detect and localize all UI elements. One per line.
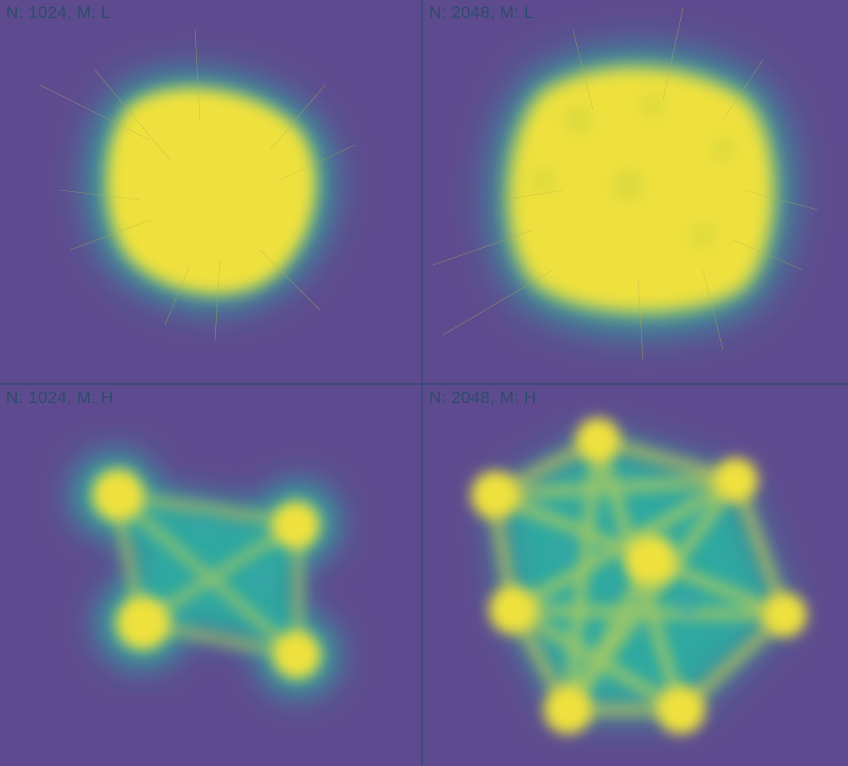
- cluster-node: [544, 686, 592, 734]
- density-clusters: [92, 469, 321, 679]
- panel-label: N: 1024, M: H: [6, 388, 114, 407]
- edge-lines: [432, 7, 819, 361]
- density-plot: [471, 418, 807, 734]
- panel-n2048-ml: N: 2048, M: L: [423, 0, 848, 383]
- density-plot: [432, 7, 819, 361]
- cluster-node: [657, 686, 705, 734]
- density-holes: [551, 538, 700, 617]
- density-clusters: [471, 418, 807, 734]
- density-holes: [195, 515, 272, 592]
- cluster-node: [489, 586, 537, 634]
- cluster-node: [273, 631, 321, 679]
- panel-n1024-mh: N: 1024, M: H: [0, 385, 421, 766]
- panel-label: N: 1024, M: L: [6, 3, 111, 22]
- panel-n1024-ml: N: 1024, M: L: [0, 0, 421, 383]
- panel-label: N: 2048, M: L: [429, 3, 534, 22]
- cluster-node: [576, 418, 620, 462]
- density-plot: [39, 29, 356, 341]
- cluster-node: [625, 534, 677, 586]
- cluster-node: [272, 501, 320, 549]
- panel-n2048-mh: N: 2048, M: H: [423, 385, 848, 766]
- density-core: [106, 87, 317, 295]
- edge-lines: [39, 29, 356, 341]
- cluster-node: [116, 596, 170, 650]
- density-plot: [73, 453, 338, 695]
- horizontal-divider: [0, 383, 848, 385]
- cluster-node: [763, 593, 807, 637]
- density-hotspots: [531, 93, 735, 247]
- cluster-node: [92, 469, 144, 521]
- panel-label: N: 2048, M: H: [429, 388, 537, 407]
- cluster-node: [471, 471, 519, 519]
- cluster-node: [714, 458, 758, 502]
